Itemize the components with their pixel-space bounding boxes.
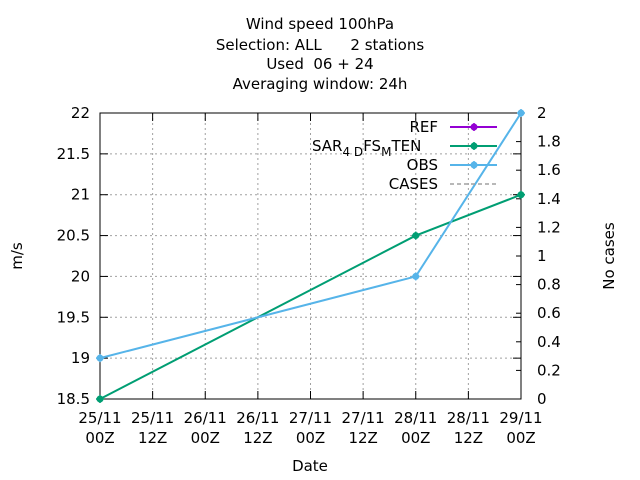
x-tick-label-hour: 00Z [506, 429, 535, 447]
legend-entry-ref: REF [409, 118, 497, 136]
x-tick-label-hour: 12Z [348, 429, 377, 447]
y-tick-label: 21 [71, 186, 90, 204]
chart-title-line-3: Used 06 + 24 [266, 55, 374, 73]
x-tick-label-date: 26/11 [236, 409, 279, 427]
tick-labels: 18.5 19 19.5 20 20.5 21 21.5 22 0 0.2 0.4 0.6 0.8 1 1.… [57, 104, 561, 447]
y2-tick-label: 1.2 [537, 218, 561, 236]
legend-label-sar-4d-fs-m-ten: SAR4 DFSMTEN [312, 137, 421, 159]
y-tick-label: 19 [71, 349, 90, 367]
y2-tick-label: 0.8 [537, 276, 561, 294]
y2-tick-label: 1.8 [537, 133, 561, 151]
data-point-obs [411, 272, 420, 281]
legend-label-part: M [381, 145, 391, 159]
data-point-sar-4d-fs-m-ten [96, 395, 104, 403]
y-tick-label: 22 [71, 104, 90, 122]
x-tick-label-hour: 12Z [243, 429, 272, 447]
data-point-obs [96, 354, 104, 363]
y-tick-label: 19.5 [57, 308, 90, 326]
legend-entry-cases: CASES [389, 175, 497, 193]
legend-marker-obs [470, 161, 478, 169]
x-tick-label-date: 27/11 [289, 409, 332, 427]
grid-lines [100, 113, 521, 399]
legend-label-part: SAR [312, 137, 342, 155]
legend-label-part: FS [363, 137, 381, 155]
y-tick-label: 18.5 [57, 390, 90, 408]
axes [99, 112, 522, 400]
y2-tick-label: 2 [537, 104, 547, 122]
legend-entry-obs: OBS [407, 156, 497, 174]
x-tick-label-date: 25/11 [131, 409, 174, 427]
x-tick-label-hour: 00Z [401, 429, 430, 447]
legend-label-part: 4 D [342, 145, 363, 159]
legend-marker-sar-4d-fs-m-ten [470, 142, 478, 150]
legend-label-obs: OBS [407, 156, 438, 174]
data-point-sar-4d-fs-m-ten [517, 190, 525, 199]
plot-frame [99, 112, 522, 400]
y2-tick-label: 0.4 [537, 333, 561, 351]
legend-entry-sar-4d-fs-m-ten: SAR4 DFSMTEN [312, 137, 497, 159]
series-lines [96, 109, 525, 403]
x-axis-label: Date [292, 457, 328, 475]
data-point-obs [517, 109, 525, 117]
chart-title-line-1: Wind speed 100hPa [245, 15, 395, 33]
legend-label-part: TEN [390, 137, 421, 155]
x-tick-label-date: 28/11 [447, 409, 490, 427]
y2-tick-label: 0.6 [537, 304, 561, 322]
legend-label-ref: REF [409, 118, 438, 136]
x-tick-label-date: 25/11 [78, 409, 121, 427]
y2-tick-label: 1 [537, 247, 547, 265]
chart-title-line-2: Selection: ALL 2 stations [215, 36, 425, 54]
x-tick-label-date: 27/11 [342, 409, 385, 427]
legend-label-cases: CASES [389, 175, 438, 193]
y-tick-label: 20 [71, 267, 90, 285]
x-tick-label-hour: 00Z [296, 429, 325, 447]
y-axis-label: m/s [8, 242, 26, 270]
y-tick-label: 20.5 [57, 227, 90, 245]
x-tick-label-date: 26/11 [184, 409, 227, 427]
x-tick-label-hour: 12Z [454, 429, 483, 447]
y2-tick-label: 1.4 [537, 190, 561, 208]
y2-axis-label: No cases [600, 222, 618, 290]
x-tick-label-date: 29/11 [499, 409, 542, 427]
x-tick-label-date: 28/11 [394, 409, 437, 427]
x-tick-label-hour: 12Z [138, 429, 167, 447]
chart-title-line-4: Averaging window: 24h [232, 75, 408, 93]
y2-tick-label: 0.2 [537, 361, 561, 379]
y-tick-label: 21.5 [57, 145, 90, 163]
legend-marker-ref [470, 123, 478, 131]
x-tick-label-hour: 00Z [85, 429, 114, 447]
y2-tick-label: 0 [537, 390, 547, 408]
y2-tick-label: 1.6 [537, 161, 561, 179]
data-point-sar-4d-fs-m-ten [411, 231, 420, 240]
x-tick-label-hour: 00Z [191, 429, 220, 447]
